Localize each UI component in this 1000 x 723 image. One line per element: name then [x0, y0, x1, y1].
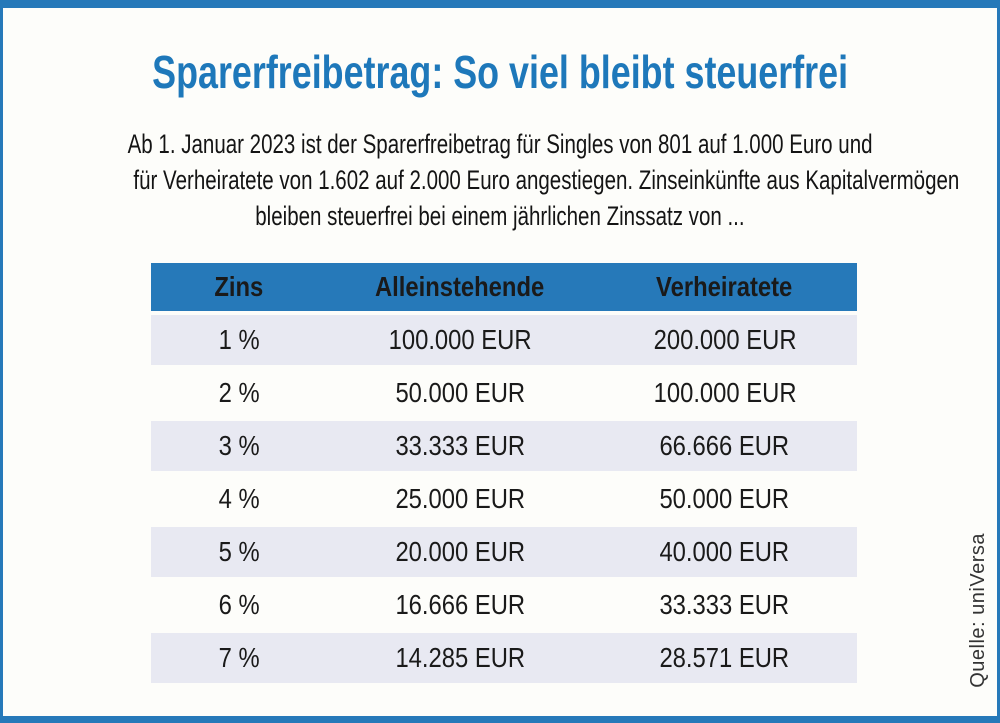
married-value: 50.000 EUR: [659, 483, 790, 514]
zins-value: 2 %: [218, 377, 260, 408]
intro-text: Ab 1. Januar 2023 ist der Sparerfreibetr…: [3, 126, 997, 234]
single-value: 100.000 EUR: [388, 324, 532, 355]
table-row: 4 % 25.000 EUR 50.000 EUR: [151, 474, 857, 524]
column-header-alleinstehende: Alleinstehende: [375, 271, 545, 302]
table-row: 6 % 16.666 EUR 33.333 EUR: [151, 580, 857, 630]
married-value: 40.000 EUR: [659, 536, 790, 567]
single-value: 50.000 EUR: [395, 377, 525, 408]
married-value: 200.000 EUR: [653, 324, 797, 355]
interest-table: Zins Alleinstehende Verheiratete 1 % 100…: [151, 263, 857, 686]
single-value: 20.000 EUR: [395, 536, 525, 567]
married-value: 33.333 EUR: [659, 589, 790, 620]
zins-value: 7 %: [218, 642, 260, 673]
single-value: 14.285 EUR: [395, 642, 525, 673]
source-credit: Quelle: uniVersa: [967, 533, 989, 688]
intro-line: Ab 1. Januar 2023 ist der Sparerfreibetr…: [127, 129, 873, 159]
single-value: 16.666 EUR: [395, 589, 525, 620]
zins-value: 1 %: [218, 324, 260, 355]
table-row: 7 % 14.285 EUR 28.571 EUR: [151, 633, 857, 683]
zins-value: 3 %: [218, 430, 260, 461]
married-value: 100.000 EUR: [653, 377, 797, 408]
single-value: 33.333 EUR: [395, 430, 525, 461]
intro-line: bleiben steuerfrei bei einem jährlichen …: [255, 201, 745, 231]
page-title-text: Sparerfreibetrag: So viel bleibt steuerf…: [152, 46, 848, 98]
table-row: 1 % 100.000 EUR 200.000 EUR: [151, 315, 857, 365]
single-value: 25.000 EUR: [395, 483, 525, 514]
column-header-zins: Zins: [214, 271, 264, 302]
intro-line: für Verheiratete von 1.602 auf 2.000 Eur…: [133, 165, 960, 195]
married-value: 66.666 EUR: [659, 430, 790, 461]
zins-value: 4 %: [218, 483, 260, 514]
table-row: 3 % 33.333 EUR 66.666 EUR: [151, 421, 857, 471]
column-header-verheiratete: Verheiratete: [656, 271, 793, 302]
page-title: Sparerfreibetrag: So viel bleibt steuerf…: [3, 8, 997, 99]
zins-value: 6 %: [218, 589, 260, 620]
table-row: 2 % 50.000 EUR 100.000 EUR: [151, 368, 857, 418]
zins-value: 5 %: [218, 536, 260, 567]
table-row: 5 % 20.000 EUR 40.000 EUR: [151, 527, 857, 577]
table-header-row: Zins Alleinstehende Verheiratete: [151, 263, 857, 311]
married-value: 28.571 EUR: [659, 642, 790, 673]
